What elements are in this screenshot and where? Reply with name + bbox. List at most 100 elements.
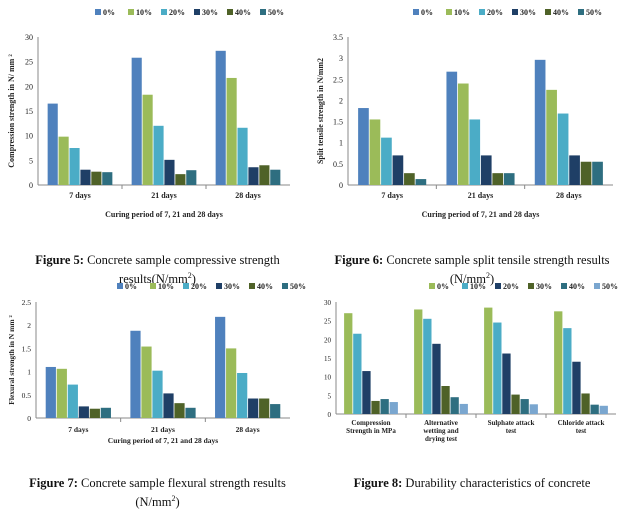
fig8-legend-label: 20% xyxy=(503,282,519,291)
fig6-x-axis-title: Curing period of 7, 21 and 28 days xyxy=(422,210,540,219)
fig5-legend-swatch xyxy=(260,9,266,15)
fig7-category-label: 28 days xyxy=(236,425,260,434)
fig6-bar-0pct-0 xyxy=(358,108,369,185)
fig8-caption-label: Figure 8: xyxy=(353,476,403,490)
fig7-legend-label: 50% xyxy=(290,282,306,291)
fig8-bar-40pct-0 xyxy=(380,399,389,414)
fig5-ytick-label: 10 xyxy=(25,132,33,141)
fig7-legend-label: 40% xyxy=(257,282,273,291)
fig7-bar-20pct-1 xyxy=(152,370,163,418)
fig5-ytick-label: 30 xyxy=(25,33,33,42)
fig6-legend-swatch xyxy=(545,9,551,15)
fig8-bar-0pct-0 xyxy=(344,313,353,414)
fig6-bar-30pct-1 xyxy=(480,155,492,185)
fig6-legend-label: 20% xyxy=(487,8,503,17)
fig6-legend-swatch xyxy=(512,9,518,15)
fig7-ytick-label: 2.5 xyxy=(22,298,32,307)
fig7-bar-50pct-0 xyxy=(100,407,111,418)
fig5-ytick-label: 15 xyxy=(25,107,33,116)
fig5-category-label: 21 days xyxy=(151,191,177,200)
fig5-legend-label: 40% xyxy=(235,8,251,17)
fig7-bar-30pct-0 xyxy=(78,406,89,418)
fig8-legend-swatch xyxy=(561,283,567,289)
fig6-caption: Figure 6: Concrete sample split tensile … xyxy=(322,253,622,287)
fig8-legend-label: 40% xyxy=(569,282,585,291)
fig7-bar-30pct-2 xyxy=(248,398,259,418)
fig7-legend-label: 10% xyxy=(158,282,174,291)
fig5-bar-10pct-1 xyxy=(142,94,153,185)
fig5-chart: 0 5 10 15 20 25 30 7 days 21 days 28 days 0% 10% 20%… xyxy=(7,8,290,219)
fig6-caption-text: Concrete sample split tensile strength r… xyxy=(386,253,610,287)
fig6-caption-tail: ) xyxy=(489,272,495,287)
fig8-category-label: Chloride attack xyxy=(558,419,605,427)
fig6-category-label: 21 days xyxy=(468,191,494,200)
fig6-bar-50pct-0 xyxy=(415,179,427,185)
fig5-legend-swatch xyxy=(194,9,200,15)
fig6-ytick-label: 3 xyxy=(339,54,343,63)
fig8-bar-10pct-2 xyxy=(493,322,502,414)
fig5-bar-50pct-2 xyxy=(270,169,281,185)
fig8-category-label: Strength in MPa xyxy=(346,427,396,435)
fig8-bar-50pct-1 xyxy=(459,403,468,414)
fig7-ytick-label: 0 xyxy=(27,414,31,423)
fig6-y-axis-title: Split tensile strength in N/mm2 xyxy=(316,58,325,164)
fig8-legend-swatch xyxy=(528,283,534,289)
fig8-bar-30pct-3 xyxy=(581,393,590,414)
fig7-caption-sup: 2 xyxy=(171,494,176,503)
fig8-bar-40pct-2 xyxy=(520,399,529,414)
fig6-caption-label: Figure 6: xyxy=(334,253,384,267)
fig7-bar-20pct-2 xyxy=(237,372,248,418)
fig8-bar-0pct-1 xyxy=(414,309,423,414)
fig8-bar-20pct-3 xyxy=(572,361,581,414)
fig6-bar-20pct-2 xyxy=(557,113,569,185)
fig8-chart-panel: 0 5 10 15 20 25 30 Compression Strength in MPa Al… xyxy=(312,282,623,454)
fig8-bar-40pct-1 xyxy=(450,397,459,414)
fig7-legend-label: 20% xyxy=(191,282,207,291)
fig7-y-axis-title: Flexural strength in N mm ² xyxy=(7,315,16,405)
fig7-bar-10pct-1 xyxy=(141,346,152,418)
fig8-ytick-label: 0 xyxy=(328,411,332,419)
fig5-ytick-label: 0 xyxy=(29,181,33,190)
fig6-bar-30pct-2 xyxy=(569,155,580,185)
fig7-ytick-label: 1.5 xyxy=(22,344,32,353)
fig8-category-label: wetting and xyxy=(423,427,458,435)
fig6-bar-50pct-2 xyxy=(592,161,603,185)
fig8-ytick-label: 25 xyxy=(324,318,332,326)
fig6-chart: 0 0.5 1 1.5 2 2.5 3 3.5 7 days 21 days 28 days 0% 10… xyxy=(316,8,613,219)
fig6-bar-40pct-1 xyxy=(492,173,504,185)
fig6-bar-40pct-2 xyxy=(580,161,592,185)
fig7-bar-40pct-0 xyxy=(89,408,100,418)
fig7-bar-50pct-2 xyxy=(270,404,281,418)
fig8-category-label: drying test xyxy=(425,435,458,443)
fig5-bar-40pct-0 xyxy=(91,171,102,185)
fig7-bar-10pct-0 xyxy=(56,368,67,418)
fig7-bar-0pct-2 xyxy=(215,316,226,418)
fig8-bar-50pct-2 xyxy=(529,404,538,414)
fig8-bar-0pct-3 xyxy=(554,311,563,414)
fig7-bar-20pct-0 xyxy=(67,384,78,418)
fig6-legend-swatch xyxy=(578,9,584,15)
fig7-category-label: 21 days xyxy=(151,425,175,434)
fig6-ytick-label: 2 xyxy=(339,96,343,105)
fig5-bar-20pct-1 xyxy=(153,125,164,185)
fig8-caption-text: Durability characteristics of concrete xyxy=(405,476,591,490)
fig6-bar-50pct-1 xyxy=(503,173,515,185)
fig7-legend-swatch xyxy=(117,283,123,289)
fig6-chart-panel: 0 0.5 1 1.5 2 2.5 3 3.5 7 days 21 days 28 days 0% 10… xyxy=(312,0,623,235)
fig8-category-label: Sulphate attack xyxy=(488,419,535,427)
fig7-bar-0pct-0 xyxy=(45,366,56,418)
fig7-ytick-label: 2 xyxy=(27,321,31,330)
fig8-caption: Figure 8: Durability characteristics of … xyxy=(322,476,622,491)
fig5-caption-sup: 2 xyxy=(187,271,192,280)
fig5-legend-swatch xyxy=(95,9,101,15)
fig6-bar-10pct-1 xyxy=(457,83,469,185)
fig8-ytick-label: 15 xyxy=(324,355,332,363)
fig5-bar-30pct-0 xyxy=(80,169,91,185)
fig8-category-label: Compression xyxy=(351,419,390,427)
fig5-bar-0pct-1 xyxy=(131,57,142,185)
fig5-caption-label: Figure 5: xyxy=(35,253,84,267)
fig5-ytick-label: 20 xyxy=(25,82,33,91)
fig5-legend-label: 30% xyxy=(202,8,218,17)
fig7-bar-0pct-1 xyxy=(130,330,141,418)
fig5-bar-0pct-2 xyxy=(215,50,226,186)
